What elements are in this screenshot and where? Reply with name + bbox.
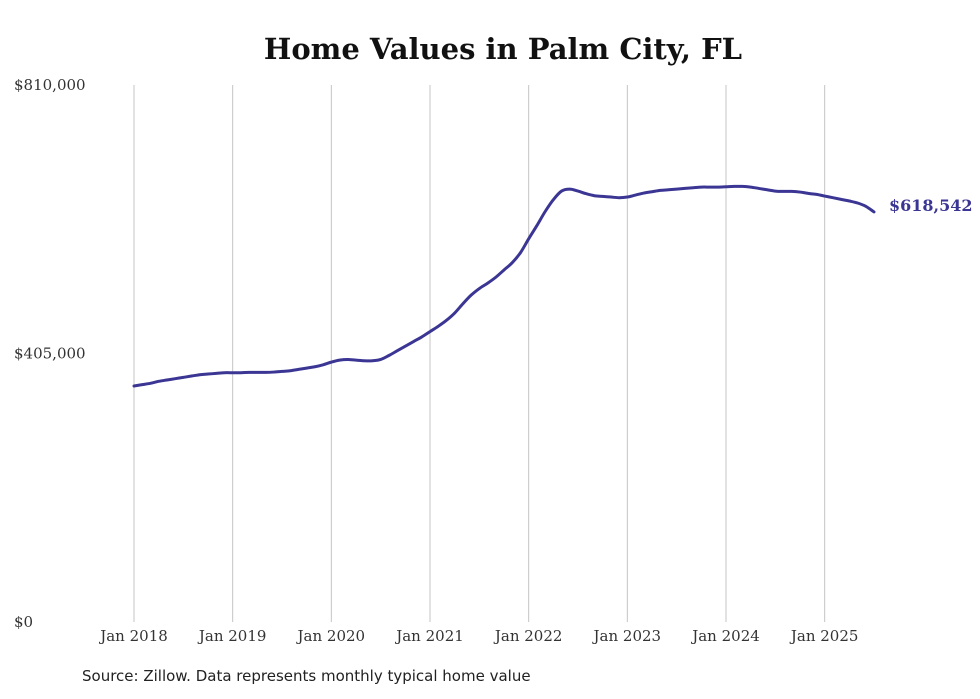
x-tick-label: Jan 2021 [394, 627, 464, 645]
x-tick-label: Jan 2019 [197, 627, 267, 645]
x-tick-label: Jan 2024 [690, 627, 760, 645]
x-tick-label: Jan 2023 [592, 627, 662, 645]
x-axis-ticks: Jan 2018 Jan 2019 Jan 2020 Jan 2021 Jan 2022… [98, 627, 858, 645]
series-line-home-value [132, 184, 876, 388]
x-tick-label: Jan 2022 [493, 627, 563, 645]
source-note: Source: Zillow. Data represents monthly … [82, 667, 531, 685]
x-tick-label: Jan 2020 [296, 627, 366, 645]
end-value-label: $618,542 [889, 196, 973, 215]
y-axis-ticks: $0 $405,000 $810,000 [14, 76, 86, 631]
x-tick-label: Jan 2025 [789, 627, 859, 645]
y-tick-label: $405,000 [14, 345, 86, 363]
y-tick-label: $0 [14, 613, 33, 631]
chart-title: Home Values in Palm City, FL [264, 32, 742, 66]
x-tick-label: Jan 2018 [98, 627, 168, 645]
grid-lines [133, 85, 826, 622]
y-tick-label: $810,000 [14, 76, 86, 94]
